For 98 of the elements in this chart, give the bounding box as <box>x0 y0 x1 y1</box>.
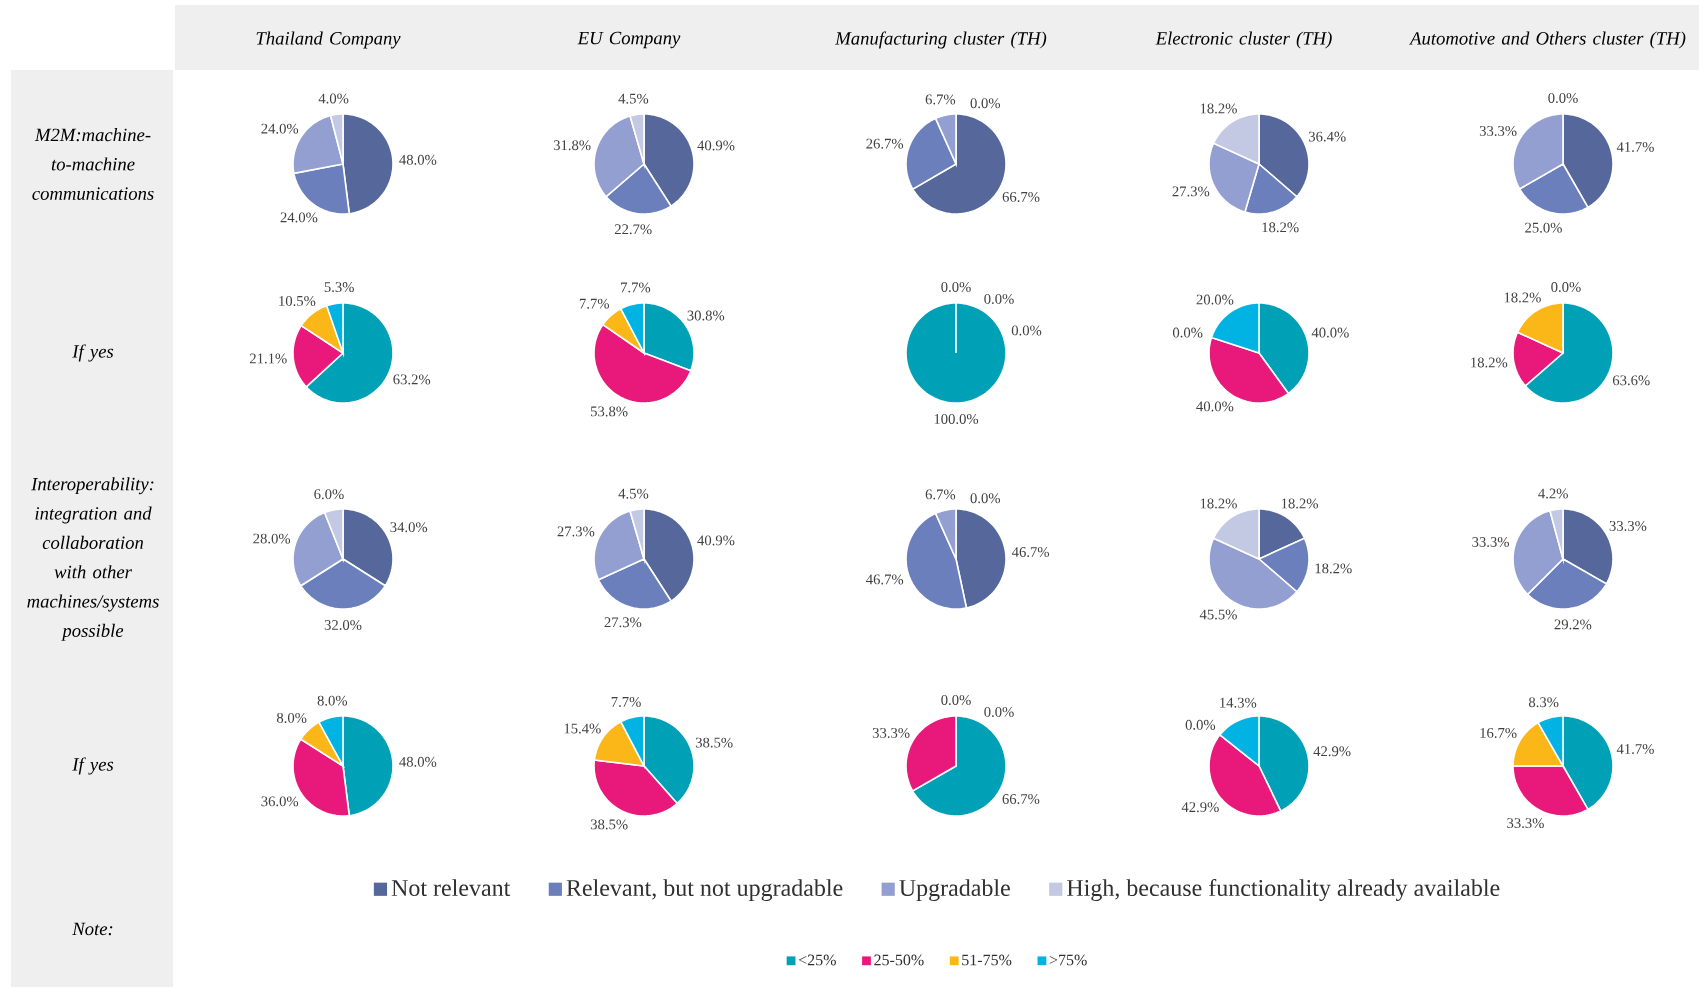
text: 0.0% <box>984 706 1014 717</box>
data-label: 46.7% <box>866 574 904 585</box>
data-label: 40.0% <box>1311 327 1349 338</box>
data-label: 7.7% <box>579 298 610 309</box>
data-label: 38.5% <box>695 737 733 748</box>
data-label: 33.3% <box>1507 818 1544 829</box>
text: If yes <box>72 757 114 775</box>
text: 0.0% <box>1011 325 1042 336</box>
data-label: 24.0% <box>280 212 318 223</box>
data-label: 24.0% <box>261 123 299 134</box>
data-label: 41.7% <box>1616 142 1654 152</box>
text: 0.0% <box>970 98 1001 109</box>
data-label: 18.2% <box>1262 222 1299 233</box>
data-label: 42.9% <box>1313 746 1351 757</box>
data-label: 4.0% <box>318 93 349 104</box>
data-label: 27.3% <box>604 617 642 628</box>
data-label: 4.2% <box>1538 488 1568 499</box>
data-label: 34.0% <box>390 522 428 533</box>
data-label: 8.0% <box>317 695 348 706</box>
data-label: 18.2% <box>1315 563 1352 574</box>
data-label: 40.9% <box>697 535 735 546</box>
text: M2M:machine-to-machine communications <box>32 128 154 200</box>
data-label: 22.7% <box>614 224 652 235</box>
data-label: 29.2% <box>1554 619 1592 630</box>
data-label: 27.3% <box>557 526 595 537</box>
data-label: 48.0% <box>399 756 437 767</box>
text: Note: <box>72 922 113 936</box>
data-label: 16.7% <box>1480 727 1517 738</box>
data-label: 53.8% <box>591 406 628 417</box>
data-label: 100.0% <box>934 414 979 424</box>
data-label: 31.8% <box>553 140 591 151</box>
data-label: 8.3% <box>1528 697 1559 708</box>
data-label: 26.7% <box>866 138 904 149</box>
text: 0.0% <box>970 493 1001 504</box>
legend-label: Relevant, but not upgradable <box>566 879 843 902</box>
data-label: 30.8% <box>687 310 725 321</box>
data-label: 41.7% <box>1616 744 1654 754</box>
data-label: 42.9% <box>1181 802 1219 813</box>
data-label: 25.0% <box>1525 222 1562 233</box>
data-label: 6.7% <box>925 489 956 500</box>
legend-label: Upgradable <box>899 879 1010 902</box>
data-label: 20.0% <box>1196 294 1234 305</box>
data-label: 33.3% <box>1472 537 1509 547</box>
legend-label: 51-75% <box>962 954 1012 966</box>
data-label: 36.4% <box>1308 131 1346 142</box>
text: 0.0% <box>1548 93 1578 103</box>
text: 0.0% <box>941 282 971 292</box>
text: EU Company <box>577 31 681 49</box>
data-label: 18.2% <box>1281 498 1318 509</box>
data-label: 45.5% <box>1199 609 1237 620</box>
data-label: 5.3% <box>324 282 354 293</box>
data-label: 32.0% <box>324 620 362 630</box>
data-label: 33.3% <box>1479 125 1517 136</box>
data-label: 18.2% <box>1471 357 1508 368</box>
data-label: 4.5% <box>618 93 649 104</box>
text: If yes <box>72 344 114 362</box>
data-label: 27.3% <box>1172 186 1210 197</box>
data-label: 18.2% <box>1200 103 1237 114</box>
text: Interoperability: integration and collaboration with other machines/systems possible <box>27 477 159 641</box>
data-label: 46.7% <box>1011 547 1050 558</box>
data-label: 63.2% <box>393 374 431 385</box>
data-label: 63.6% <box>1612 375 1650 386</box>
data-label: 28.0% <box>253 533 291 544</box>
data-label: 6.0% <box>314 489 344 500</box>
data-label: 4.5% <box>618 488 649 499</box>
data-label: 18.2% <box>1200 498 1237 509</box>
data-label: 38.5% <box>590 819 628 830</box>
data-label: 15.4% <box>564 723 601 734</box>
text: 0.0% <box>1185 719 1216 730</box>
data-label: 48.0% <box>399 154 437 165</box>
data-label: 33.3% <box>872 727 910 738</box>
text: 0.0% <box>941 695 971 705</box>
data-label: 7.7% <box>611 696 641 707</box>
legend-label: <25% <box>798 954 836 966</box>
text: 0.0% <box>1172 327 1203 338</box>
legend-label: High, because functionality already available <box>1067 878 1500 902</box>
text: Manufacturing cluster (TH) <box>835 31 1047 49</box>
legend-label: Not relevant <box>391 879 511 897</box>
text: Thailand Company <box>256 31 401 49</box>
legend-label: >75% <box>1049 954 1087 966</box>
data-label: 66.7% <box>1002 191 1040 202</box>
data-label: 40.0% <box>1196 401 1234 412</box>
data-label: 36.0% <box>261 796 299 807</box>
data-label: 66.7% <box>1002 794 1040 805</box>
text: 0.0% <box>1551 282 1581 293</box>
legend-label: 25-50% <box>874 954 924 966</box>
data-label: 6.7% <box>925 94 956 105</box>
data-label: 7.7% <box>621 282 651 293</box>
data-label: 18.2% <box>1504 292 1541 303</box>
text: Electronic cluster (TH) <box>1155 31 1332 49</box>
data-label: 14.3% <box>1220 697 1257 708</box>
data-label: 40.9% <box>697 140 735 151</box>
data-label: 8.0% <box>276 712 307 723</box>
data-label: 10.5% <box>279 295 316 306</box>
data-label: 33.3% <box>1609 520 1647 531</box>
data-label: 21.1% <box>249 353 287 364</box>
text: 0.0% <box>984 293 1014 304</box>
text: Automotive and Others cluster (TH) <box>1409 31 1686 49</box>
